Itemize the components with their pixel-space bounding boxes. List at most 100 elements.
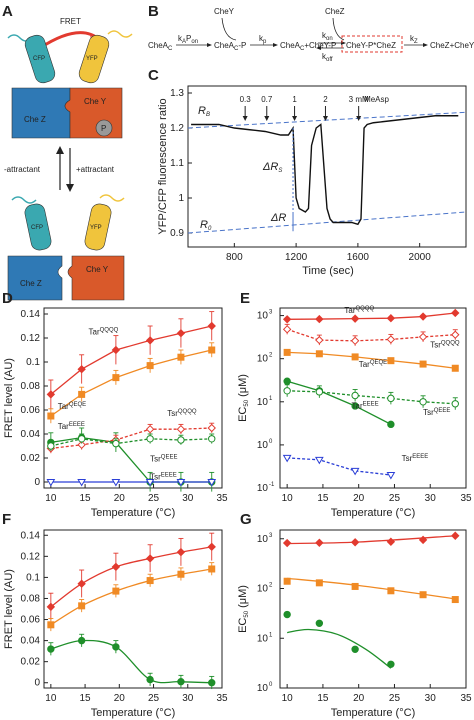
scheme-chea: CheA [148, 41, 169, 50]
chey-label-free: Che Y [86, 265, 109, 274]
panelF-data-point [207, 542, 216, 552]
panelF-ytick-label: 0.14 [21, 530, 41, 541]
panel-c-ytick-label: 1 [178, 193, 184, 204]
panelD-data-point [208, 346, 216, 354]
panelD-series-label: TarQQQQ [89, 327, 119, 336]
panel-label-f: F [2, 511, 11, 528]
panelF-data-point [177, 570, 185, 578]
panelF-series-line [50, 546, 212, 608]
panelF-xtick-label: 35 [216, 693, 228, 704]
panelE-data-point [351, 402, 359, 410]
panelD-data-point [145, 336, 155, 345]
panelG-data-point [451, 531, 460, 540]
panelE-ytick-exp: 3 [269, 310, 273, 316]
panel-label-c: C [148, 67, 159, 84]
panelE-ytick-exp: -1 [269, 482, 275, 488]
svg-text:koff: koff [322, 52, 333, 63]
panelD-ytick-label: 0.08 [21, 381, 41, 392]
panelD-series-line [50, 427, 212, 450]
panelE-data-point [387, 420, 395, 429]
panel-label-g: G [240, 511, 252, 528]
panelD-data-point [47, 442, 55, 450]
panelG-data-point [282, 538, 292, 548]
cfp-label-free: CFP [31, 225, 43, 231]
panelE-data-point [387, 357, 395, 365]
panelF-ytick-label: 0.12 [21, 551, 41, 562]
panelD-data-point [145, 479, 155, 487]
panel-c-ylabel: YFP/CFP fluorescence ratio [157, 98, 169, 234]
cfp-barrel [24, 34, 56, 84]
panelD-ytick-label: 0.04 [21, 429, 41, 440]
panelD-data-point [207, 321, 216, 331]
panel-c-ytick-label: 1.3 [170, 88, 184, 99]
fret-label: FRET [60, 17, 81, 26]
panel-c-ytick-label: 1.1 [170, 158, 184, 169]
chey-protein [64, 87, 123, 139]
panelG-xtick-label: 15 [317, 693, 329, 704]
panel-c-r0-label: R0 [200, 219, 212, 232]
panel-c-xtick-label: 2000 [409, 252, 432, 263]
panelF-data-point [112, 643, 120, 651]
panelF-xtick-label: 10 [45, 693, 57, 704]
svg-text:CheAC+CheY-P: CheAC+CheY-P [280, 41, 336, 52]
panelD-series-line [50, 349, 212, 417]
phosphate-label: P [101, 124, 106, 133]
panelD-data-point [146, 435, 154, 443]
panelD-data-point [77, 440, 86, 450]
panelF-data-point [146, 577, 154, 585]
minus-attractant-label: -attractant [4, 165, 41, 174]
panelD-data-point [112, 439, 120, 448]
yfp-barrel [78, 34, 110, 84]
yfp-barrel-free [84, 203, 112, 251]
panelD-xlabel: Temperature (°C) [91, 507, 175, 519]
panelD-ytick-label: 0.06 [21, 405, 41, 416]
panelD-series-label: TsrQQQQ [167, 409, 197, 418]
panelE-plot-frame [279, 307, 467, 489]
cfp-barrel-free [24, 203, 52, 251]
panelF-data-point [208, 679, 216, 687]
reaction-scheme: CheY CheZ CheAC kAPon CheAC-P kp CheAC+C… [148, 7, 474, 63]
panelD-data-point [146, 362, 154, 370]
panel-c-conc-label: 2 [323, 95, 328, 104]
panelE-data-point [387, 394, 395, 403]
panelF-plot-frame [43, 529, 223, 689]
panel-c-plot-frame [187, 85, 467, 248]
yfp-label: YFP [86, 56, 98, 62]
panelD-data-point [46, 390, 56, 399]
panelG-data-point [350, 538, 360, 547]
panelE-data-point [350, 336, 360, 346]
panelG-xtick-label: 30 [425, 693, 437, 704]
panelD-xtick-label: 35 [216, 493, 228, 504]
panelD-data-point [177, 353, 185, 361]
svg-text:CheAC: CheAC [148, 41, 173, 52]
panelG-xlabel: Temperature (°C) [331, 707, 415, 719]
panelE-data-point [315, 388, 324, 396]
panelG-plot-frame [279, 529, 467, 689]
panelD-xtick-label: 15 [80, 493, 92, 504]
panelE-data-point [419, 398, 427, 406]
panelG-data-point [386, 537, 396, 546]
panelF-data-point [47, 621, 55, 629]
panelD-series-label: TsrEEEE [150, 473, 177, 482]
panelD-ylabel: FRET level (AU) [3, 358, 15, 438]
panelE-series-line [287, 351, 456, 369]
panel-c-conc-arrowhead [264, 116, 270, 121]
panelE-series-line [286, 328, 456, 342]
panelE-data-point [350, 467, 360, 476]
panelE-data-point [282, 454, 292, 463]
panelE-xtick-label: 20 [353, 493, 365, 504]
panelD-data-point [77, 479, 87, 487]
panelG-xtick-label: 20 [353, 693, 365, 704]
panel-c-xtick-label: 800 [226, 252, 243, 263]
panelF-xtick-label: 30 [182, 693, 194, 704]
panel-c-xtick-label: 1600 [347, 252, 370, 263]
panelG-xtick-label: 10 [282, 693, 294, 704]
panel-d-fret-vs-temperature: 0 0.02 0.04 0.06 0.08 0.1 0.12 0.14 10 15 20 25 30 35… [3, 307, 228, 519]
panel-c-r0-baseline [187, 211, 467, 234]
panelD-data-point [77, 435, 86, 443]
svg-text:CheAC-P: CheAC-P [214, 41, 246, 52]
scheme-chez-top: CheZ [325, 7, 345, 16]
panelE-series-label: TarQEQE [359, 360, 387, 369]
panelE-series-line [286, 380, 392, 425]
